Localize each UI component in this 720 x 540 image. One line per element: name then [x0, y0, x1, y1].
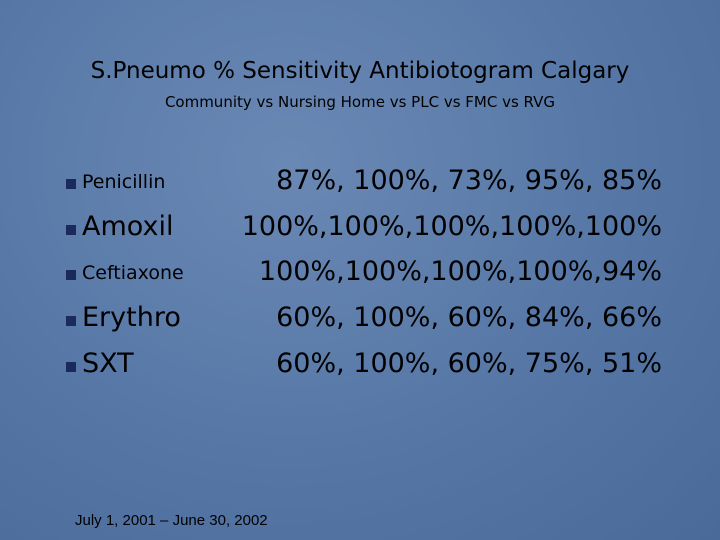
bullet [66, 270, 76, 280]
antibiotic-name: Ceftiaxone [82, 262, 184, 284]
antibiotic-name: Amoxil [82, 211, 174, 242]
antibiotic-name: Erythro [82, 302, 181, 333]
footer: July 1, 2001 – June 30, 2002 [75, 512, 268, 529]
antibiotic-name: Penicillin [82, 171, 166, 193]
bullet [66, 362, 76, 372]
slide-subtitle: Community vs Nursing Home vs PLC vs FMC … [164, 93, 556, 111]
sensitivity-values: 100%,100%,100%,100%,100% [241, 211, 662, 242]
sensitivity-values: 87%, 100%, 73%, 95%, 85% [276, 165, 662, 196]
sensitivity-values: 100%,100%,100%,100%,94% [258, 256, 662, 287]
sensitivity-values: 60%, 100%, 60%, 75%, 51% [276, 348, 662, 379]
bullet [66, 316, 76, 326]
sensitivity-values: 60%, 100%, 60%, 84%, 66% [276, 302, 662, 333]
bullet [66, 179, 76, 189]
antibiotic-name: SXT [82, 348, 134, 379]
slide-title: S.Pneumo % Sensitivity Antibiotogram Cal… [90, 58, 630, 84]
bullet [66, 225, 76, 235]
